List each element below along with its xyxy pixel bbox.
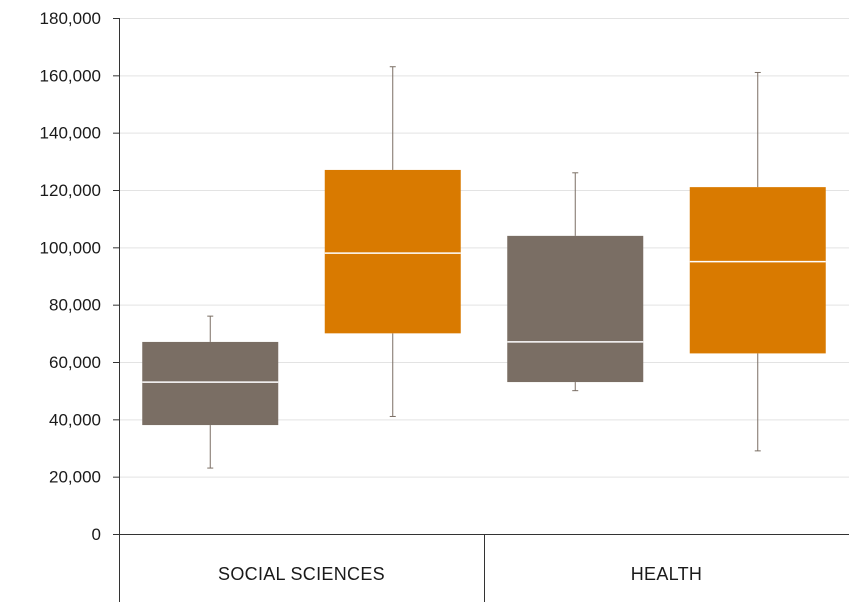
box-body <box>324 169 461 334</box>
x-category-label: SOCIAL SCIENCES <box>218 564 385 584</box>
box-body <box>507 235 644 383</box>
y-tick-label: 100,000 <box>40 238 101 257</box>
y-tick-label: 20,000 <box>49 468 101 487</box>
y-tick-label: 80,000 <box>49 296 101 315</box>
x-category-label: HEALTH <box>631 564 702 584</box>
box-body <box>142 341 279 426</box>
y-tick-label: 0 <box>92 525 101 544</box>
y-tick-label: 180,000 <box>40 9 101 28</box>
y-tick-label: 40,000 <box>49 410 101 429</box>
y-tick-label: 140,000 <box>40 124 101 143</box>
box-body <box>689 187 826 354</box>
y-tick-label: 60,000 <box>49 353 101 372</box>
y-tick-label: 120,000 <box>40 181 101 200</box>
y-tick-label: 160,000 <box>40 66 101 85</box>
